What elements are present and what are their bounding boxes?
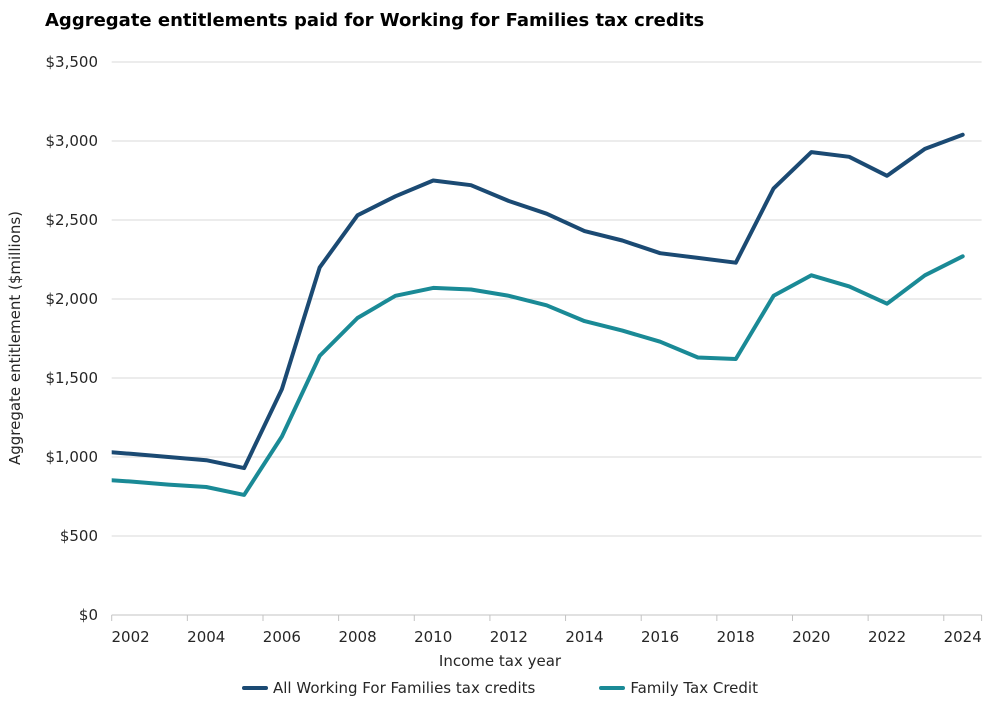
y-tick-label: $3,000	[46, 132, 99, 150]
y-tick-label: $2,500	[46, 211, 99, 229]
y-tick-label: $3,500	[46, 53, 99, 71]
legend-label-all-wff: All Working For Families tax credits	[273, 679, 536, 697]
y-tick-label: $1,000	[46, 448, 99, 466]
x-tick-label: 2010	[414, 628, 452, 646]
legend-swatch-ftc	[599, 686, 626, 690]
legend: All Working For Families tax credits Fam…	[0, 679, 1000, 697]
x-tick-label: 2012	[490, 628, 528, 646]
legend-label-ftc: Family Tax Credit	[630, 679, 758, 697]
x-tick-label: 2024	[944, 628, 982, 646]
y-tick-label: $1,500	[46, 369, 99, 387]
x-axis-title: Income tax year	[438, 652, 562, 670]
y-tick-label: $2,000	[46, 290, 99, 308]
chart-title: Aggregate entitlements paid for Working …	[45, 10, 705, 31]
legend-item-ftc: Family Tax Credit	[599, 679, 758, 697]
x-tick-label: 2008	[338, 628, 376, 646]
series-group	[111, 132, 965, 497]
legend-item-all-wff: All Working For Families tax credits	[242, 679, 535, 697]
y-tick-label: $0	[79, 606, 98, 624]
x-tick-label: 2014	[565, 628, 603, 646]
x-tick-label: 2020	[792, 628, 830, 646]
x-tick-label: 2004	[187, 628, 225, 646]
series-line-all-wff	[111, 132, 965, 471]
y-tick-label: $500	[60, 527, 98, 545]
x-tick-label: 2018	[717, 628, 755, 646]
series-line-family-tax-credit	[111, 254, 965, 497]
legend-swatch-all-wff	[242, 686, 268, 690]
x-tick-label: 2022	[868, 628, 906, 646]
x-tick-label: 2002	[112, 628, 150, 646]
x-tick-label: 2006	[263, 628, 301, 646]
y-axis-title: Aggregate entitlement ($millions)	[6, 210, 24, 466]
x-tick-label: 2016	[641, 628, 679, 646]
